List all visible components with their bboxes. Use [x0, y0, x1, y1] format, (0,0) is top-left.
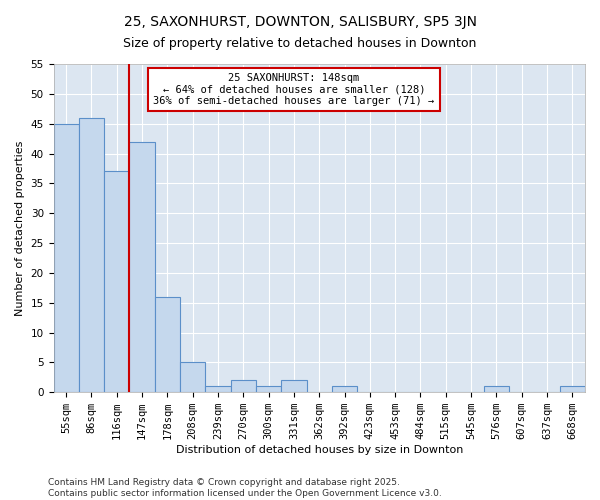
- Bar: [484, 386, 509, 392]
- Text: Contains HM Land Registry data © Crown copyright and database right 2025.
Contai: Contains HM Land Registry data © Crown c…: [48, 478, 442, 498]
- Bar: [104, 172, 130, 392]
- Bar: [79, 118, 104, 392]
- Bar: [332, 386, 357, 392]
- X-axis label: Distribution of detached houses by size in Downton: Distribution of detached houses by size …: [176, 445, 463, 455]
- Y-axis label: Number of detached properties: Number of detached properties: [15, 140, 25, 316]
- Bar: [281, 380, 307, 392]
- Text: 25 SAXONHURST: 148sqm
← 64% of detached houses are smaller (128)
36% of semi-det: 25 SAXONHURST: 148sqm ← 64% of detached …: [154, 73, 434, 106]
- Bar: [256, 386, 281, 392]
- Bar: [205, 386, 230, 392]
- Bar: [130, 142, 155, 392]
- Text: 25, SAXONHURST, DOWNTON, SALISBURY, SP5 3JN: 25, SAXONHURST, DOWNTON, SALISBURY, SP5 …: [124, 15, 476, 29]
- Bar: [155, 296, 180, 392]
- Bar: [180, 362, 205, 392]
- Bar: [560, 386, 585, 392]
- Bar: [230, 380, 256, 392]
- Bar: [53, 124, 79, 392]
- Text: Size of property relative to detached houses in Downton: Size of property relative to detached ho…: [124, 38, 476, 51]
